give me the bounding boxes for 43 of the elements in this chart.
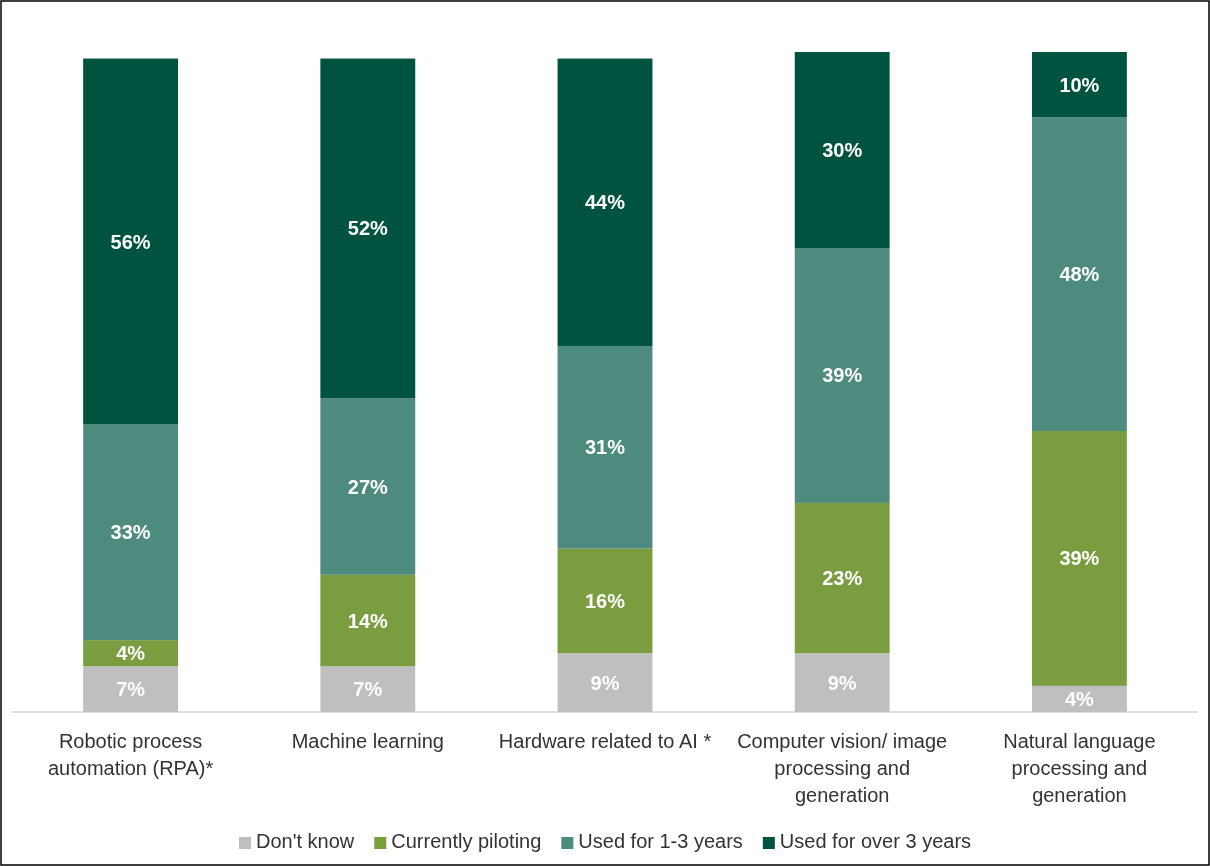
data-label: 14% <box>347 609 389 632</box>
data-label: 9% <box>827 671 857 694</box>
data-label: 33% <box>110 521 151 544</box>
data-label: 52% <box>347 217 389 240</box>
bar <box>320 398 416 575</box>
legend-label: Currently piloting <box>391 830 542 852</box>
legend-label: Used for over 3 years <box>779 830 972 852</box>
data-label: 39% <box>822 364 863 387</box>
bar <box>83 424 179 641</box>
data-label: 30% <box>822 139 863 162</box>
data-label: 10% <box>1059 73 1100 96</box>
bar <box>557 548 653 654</box>
x-tick-label: Machine learning <box>291 730 444 752</box>
x-tick-label: Hardware related to AI * <box>498 730 712 752</box>
bar <box>794 502 890 654</box>
data-label: 44% <box>584 191 626 214</box>
legend-label: Used for 1-3 years <box>578 830 743 852</box>
x-tick-label: Natural language processing and generation <box>1003 730 1156 806</box>
x-tick-label: Robotic process automation (RPA)* <box>47 730 214 779</box>
legend-label: Don't know <box>255 830 355 852</box>
bar <box>794 248 890 503</box>
bar <box>557 346 653 549</box>
data-label: 27% <box>347 475 389 498</box>
bar <box>320 574 416 667</box>
data-label: 23% <box>822 567 863 590</box>
data-label: 31% <box>584 436 626 459</box>
data-label: 4% <box>1064 687 1095 710</box>
data-label: 16% <box>584 589 626 612</box>
data-label: 48% <box>1059 263 1100 286</box>
bar <box>1031 52 1127 118</box>
bar <box>1031 431 1127 686</box>
data-label: 9% <box>590 671 620 694</box>
bar <box>320 58 416 399</box>
data-label: 56% <box>110 230 151 253</box>
data-label: 4% <box>116 642 146 665</box>
bar <box>557 58 653 347</box>
data-label: 7% <box>353 678 383 701</box>
x-tick-label: Computer vision/ image processing and generation <box>737 730 948 806</box>
data-label: 7% <box>116 678 146 701</box>
bar <box>794 52 890 249</box>
data-label: 39% <box>1059 547 1100 570</box>
bar <box>83 58 179 425</box>
bar <box>1031 117 1127 432</box>
